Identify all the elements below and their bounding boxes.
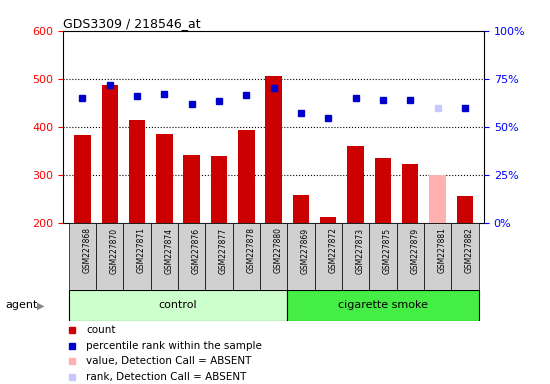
Text: GSM227874: GSM227874 <box>164 227 173 273</box>
Bar <box>151 223 178 290</box>
Bar <box>69 223 96 290</box>
Text: GSM227877: GSM227877 <box>219 227 228 273</box>
Bar <box>238 130 255 223</box>
Bar <box>156 134 173 223</box>
Text: GSM227875: GSM227875 <box>383 227 392 273</box>
Bar <box>211 156 227 223</box>
Text: percentile rank within the sample: percentile rank within the sample <box>86 341 262 351</box>
Bar <box>260 223 287 290</box>
Text: GSM227879: GSM227879 <box>410 227 419 273</box>
Text: GSM227882: GSM227882 <box>465 227 474 273</box>
Text: GDS3309 / 218546_at: GDS3309 / 218546_at <box>63 17 201 30</box>
Bar <box>342 223 369 290</box>
Bar <box>287 223 315 290</box>
Bar <box>375 159 391 223</box>
Text: GSM227868: GSM227868 <box>82 227 91 273</box>
Text: GSM227870: GSM227870 <box>109 227 119 273</box>
Text: control: control <box>159 300 197 310</box>
Text: GSM227873: GSM227873 <box>356 227 365 273</box>
Text: GSM227881: GSM227881 <box>438 227 447 273</box>
Bar <box>266 76 282 223</box>
Text: GSM227869: GSM227869 <box>301 227 310 273</box>
Text: agent: agent <box>6 300 38 310</box>
Text: GSM227872: GSM227872 <box>328 227 337 273</box>
Text: ▶: ▶ <box>37 300 45 310</box>
Bar <box>424 223 451 290</box>
Text: GSM227880: GSM227880 <box>274 227 283 273</box>
Bar <box>123 223 151 290</box>
Bar <box>397 223 424 290</box>
Bar <box>205 223 233 290</box>
Text: count: count <box>86 325 116 336</box>
Bar <box>178 223 205 290</box>
Bar <box>315 223 342 290</box>
Text: GSM227878: GSM227878 <box>246 227 255 273</box>
Bar <box>369 223 397 290</box>
Bar <box>348 146 364 223</box>
Bar <box>184 155 200 223</box>
Bar <box>320 217 337 223</box>
Text: GSM227871: GSM227871 <box>137 227 146 273</box>
Bar <box>293 195 309 223</box>
Bar <box>402 164 419 223</box>
Bar <box>456 196 473 223</box>
Bar <box>96 223 123 290</box>
Bar <box>129 119 145 223</box>
Text: rank, Detection Call = ABSENT: rank, Detection Call = ABSENT <box>86 372 247 382</box>
Bar <box>74 136 91 223</box>
Bar <box>287 290 478 321</box>
Bar <box>430 175 446 223</box>
Bar <box>233 223 260 290</box>
Bar <box>451 223 478 290</box>
Bar <box>69 290 287 321</box>
Bar <box>102 85 118 223</box>
Text: cigarette smoke: cigarette smoke <box>338 300 428 310</box>
Text: GSM227876: GSM227876 <box>191 227 201 273</box>
Text: value, Detection Call = ABSENT: value, Detection Call = ABSENT <box>86 356 252 366</box>
